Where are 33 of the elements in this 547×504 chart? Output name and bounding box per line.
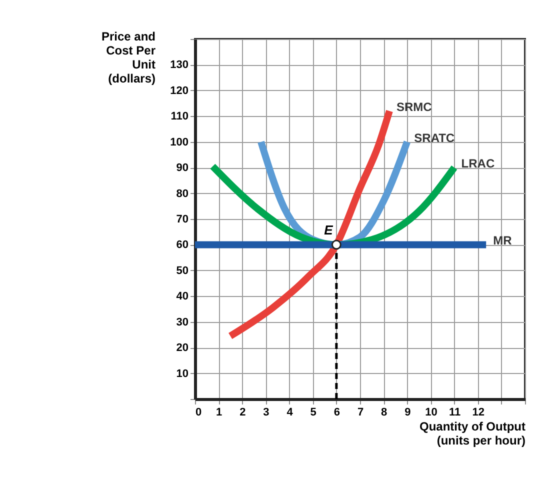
x-tick-label: 9	[404, 406, 411, 418]
x-tick-label: 8	[381, 406, 388, 418]
series-label: SRATC	[414, 130, 455, 145]
y-tick-label: 50	[176, 264, 188, 277]
y-tick-label: 100	[170, 136, 188, 148]
x-tick-label: 1	[216, 406, 222, 418]
x-tick-label: 10	[425, 406, 438, 418]
y-tick-label: 20	[176, 342, 188, 354]
y-axis-title: Price and Cost Per Unit (dollars)	[101, 30, 156, 86]
x-axis-title: Quantity of Output (units per hour)	[420, 420, 526, 448]
x-tick-label: 5	[310, 406, 316, 418]
x-tick-label: 7	[357, 406, 364, 418]
series-label: MR	[493, 234, 512, 248]
x-tick-label: 3	[263, 406, 270, 418]
y-tick-label: 30	[176, 316, 188, 328]
x-tick-label: 4	[286, 406, 294, 418]
y-tick-label: 10	[176, 368, 188, 380]
y-tick-label: 70	[176, 214, 188, 226]
y-tick-label: 110	[170, 110, 188, 123]
annotation: E	[324, 222, 334, 238]
x-tick-label: 6	[334, 406, 340, 418]
x-tick-label: 2	[240, 406, 246, 418]
y-tick-label: 60	[176, 239, 188, 252]
x-tick-label: 12	[472, 406, 484, 418]
y-tick-label: 130	[170, 59, 188, 72]
series-label: LRAC	[461, 156, 495, 171]
y-tick-label: 90	[176, 162, 188, 174]
series-label: SRMC	[396, 100, 432, 114]
x-tick-label: 11	[448, 406, 461, 418]
y-tick-label: 40	[176, 290, 188, 303]
y-tick-label: 120	[170, 84, 188, 97]
y-tick-label: 80	[176, 188, 188, 200]
x-tick-label: 0	[196, 406, 202, 418]
